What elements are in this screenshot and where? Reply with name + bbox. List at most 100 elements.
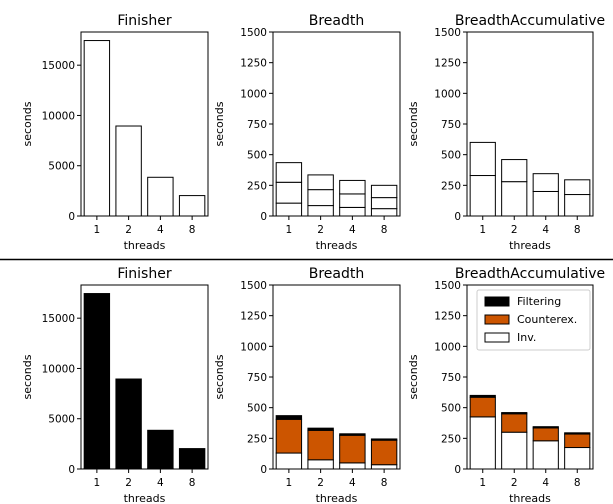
bar-counterex-8 xyxy=(370,439,398,466)
y-tick-label: 0 xyxy=(260,464,267,476)
y-tick-label: 250 xyxy=(247,433,267,445)
x-axis-label: threads xyxy=(509,239,551,252)
y-tick-label: 1500 xyxy=(434,280,461,292)
bar-segment2-4 xyxy=(339,179,366,195)
bar-segment1-2 xyxy=(307,189,334,207)
bar-segment1-1 xyxy=(469,141,496,177)
x-tick-label: 1 xyxy=(286,477,293,489)
legend-swatch xyxy=(484,314,510,325)
bar-filtering-1 xyxy=(83,293,111,469)
y-tick-label: 1500 xyxy=(434,27,461,39)
bar-filtering-4 xyxy=(532,426,559,429)
x-tick-label: 1 xyxy=(94,477,101,489)
x-tick-label: 4 xyxy=(542,224,549,236)
axes-frame xyxy=(80,284,209,470)
bar-segment2-2 xyxy=(307,174,334,191)
bar-inv-8 xyxy=(564,447,591,470)
chart-panel-5: 0 250 500 750 1000 1250 1500 1 2 4 8 BreadthAccumul… xyxy=(407,266,605,504)
bar-segment0-2 xyxy=(115,125,142,217)
bar-segment0-2 xyxy=(307,205,334,217)
bar-counterex-1 xyxy=(469,396,496,418)
y-axis-label: seconds xyxy=(21,354,34,399)
y-axis-label: seconds xyxy=(213,354,226,399)
y-axis-label: seconds xyxy=(407,354,420,399)
bar-segment1-1 xyxy=(275,181,303,204)
x-tick-label: 8 xyxy=(381,224,388,236)
y-tick-label: 0 xyxy=(68,464,75,476)
y-tick-label: 0 xyxy=(260,211,267,223)
bar-segment0-2 xyxy=(501,181,528,217)
x-tick-label: 4 xyxy=(349,477,356,489)
bar-segment0-1 xyxy=(83,40,111,217)
bar-inv-1 xyxy=(469,416,496,470)
x-tick-label: 2 xyxy=(511,477,518,489)
y-tick-label: 500 xyxy=(247,150,267,162)
x-tick-label: 2 xyxy=(125,477,132,489)
x-tick-label: 2 xyxy=(125,224,132,236)
chart-title: BreadthAccumulative xyxy=(455,13,605,29)
x-axis-label: threads xyxy=(124,239,166,252)
chart-panel-2: 0 250 500 750 1000 1250 1500 1 2 4 8 BreadthAccumul… xyxy=(407,13,605,252)
legend-swatch xyxy=(484,296,510,307)
bar-counterex-4 xyxy=(339,434,366,464)
x-tick-label: 8 xyxy=(574,224,581,236)
y-tick-label: 1000 xyxy=(240,341,267,353)
y-tick-label: 750 xyxy=(441,372,461,384)
chart-title: Finisher xyxy=(117,13,171,29)
chart-panel-4: 0 250 500 750 1000 1250 1500 1 2 4 8 Breadth threads… xyxy=(213,266,401,504)
bar-filtering-2 xyxy=(501,412,528,415)
bar-counterex-2 xyxy=(307,429,334,461)
bar-inv-8 xyxy=(370,464,398,470)
x-axis-label: threads xyxy=(124,492,166,504)
bar-segment0-8 xyxy=(178,195,206,217)
y-tick-label: 250 xyxy=(441,433,461,445)
bar-inv-1 xyxy=(275,452,303,470)
x-axis-label: threads xyxy=(316,239,358,252)
chart-title: Breadth xyxy=(309,13,365,29)
bar-filtering-1 xyxy=(469,394,496,398)
x-axis-label: threads xyxy=(509,492,551,504)
x-tick-label: 8 xyxy=(189,477,196,489)
y-axis-label: seconds xyxy=(213,101,226,146)
bar-filtering-8 xyxy=(370,438,398,441)
bar-counterex-2 xyxy=(501,413,528,433)
chart-title: Finisher xyxy=(117,266,171,282)
x-axis-label: threads xyxy=(316,492,358,504)
y-tick-label: 750 xyxy=(441,119,461,131)
chart-panel-0: 0 5000 10000 15000 1 2 4 8 Finisher threads second… xyxy=(21,13,209,252)
y-tick-label: 1250 xyxy=(434,311,461,323)
bar-segment1-8 xyxy=(564,179,591,196)
bar-inv-4 xyxy=(532,440,559,470)
y-tick-label: 750 xyxy=(247,119,267,131)
bar-filtering-4 xyxy=(147,429,174,470)
y-tick-label: 1000 xyxy=(434,88,461,100)
y-tick-label: 15000 xyxy=(42,60,75,72)
y-tick-label: 1250 xyxy=(240,311,267,323)
x-tick-label: 1 xyxy=(94,224,101,236)
bar-segment0-4 xyxy=(147,176,174,217)
bar-segment2-8 xyxy=(370,184,398,199)
bar-filtering-2 xyxy=(307,427,334,431)
bar-inv-4 xyxy=(339,462,366,470)
legend-label: Counterex. xyxy=(517,313,577,326)
y-tick-label: 10000 xyxy=(42,110,75,122)
x-tick-label: 8 xyxy=(189,224,196,236)
chart-title: Breadth xyxy=(309,266,365,282)
x-tick-label: 1 xyxy=(286,224,293,236)
y-tick-label: 1500 xyxy=(240,27,267,39)
y-tick-label: 0 xyxy=(454,211,461,223)
y-tick-label: 1000 xyxy=(240,88,267,100)
x-tick-label: 2 xyxy=(511,224,518,236)
bar-segment0-8 xyxy=(370,208,398,217)
x-tick-label: 1 xyxy=(479,224,486,236)
bar-segment1-8 xyxy=(370,197,398,210)
y-tick-label: 10000 xyxy=(42,363,75,375)
legend-swatch xyxy=(484,332,510,343)
bar-segment1-4 xyxy=(532,173,559,192)
y-tick-label: 5000 xyxy=(48,414,75,426)
bar-segment1-4 xyxy=(339,193,366,208)
bar-segment1-2 xyxy=(501,159,528,183)
bar-inv-2 xyxy=(307,459,334,470)
bar-counterex-1 xyxy=(275,418,303,454)
bar-filtering-4 xyxy=(339,433,366,436)
